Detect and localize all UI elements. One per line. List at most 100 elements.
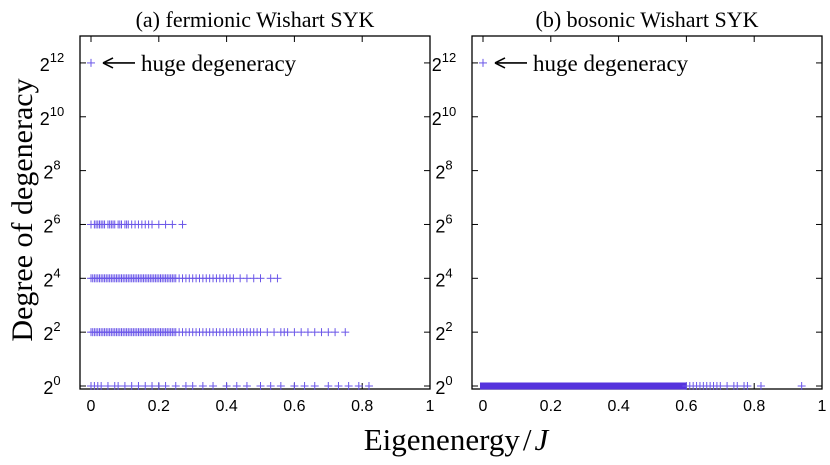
data-point bbox=[168, 220, 177, 229]
y-tick-label: 20 bbox=[43, 373, 60, 398]
annotation-arrowhead bbox=[494, 57, 506, 69]
data-point bbox=[273, 274, 282, 283]
x-tick-label: 0.8 bbox=[743, 398, 765, 415]
x-axis-label-slash: / bbox=[523, 422, 532, 457]
x-tick-label: 0 bbox=[479, 398, 488, 415]
data-point bbox=[317, 328, 326, 337]
data-point bbox=[283, 328, 292, 337]
y-tick-label: 212 bbox=[40, 50, 64, 75]
panel-title: (b) bosonic Wishart SYK bbox=[536, 7, 759, 32]
data-point bbox=[229, 274, 238, 283]
x-tick-label: 1 bbox=[818, 398, 827, 415]
data-point bbox=[154, 220, 163, 229]
y-tick-label: 212 bbox=[432, 50, 456, 75]
data-point bbox=[716, 382, 725, 390]
y-tick-label: 22 bbox=[43, 319, 60, 344]
data-point bbox=[334, 382, 343, 390]
y-tick-label: 210 bbox=[40, 104, 64, 129]
data-point bbox=[266, 382, 275, 390]
data-point bbox=[354, 382, 363, 390]
y-tick-label: 26 bbox=[435, 211, 452, 236]
y-tick-label: 24 bbox=[43, 265, 60, 290]
data-point bbox=[797, 382, 806, 390]
annotation-huge-degeneracy: huge degeneracy bbox=[494, 51, 689, 76]
data-point bbox=[723, 382, 732, 390]
data-point bbox=[733, 382, 742, 390]
data-point bbox=[161, 382, 170, 390]
x-tick-label: 0.4 bbox=[607, 398, 629, 415]
data-point bbox=[209, 382, 218, 390]
series-6 bbox=[87, 220, 187, 229]
data-point bbox=[324, 328, 333, 337]
annotation-huge-degeneracy: huge degeneracy bbox=[102, 51, 297, 76]
x-axis-label: Eigenenergy/J bbox=[364, 422, 550, 457]
data-point bbox=[222, 382, 231, 390]
data-point bbox=[276, 382, 285, 390]
data-point bbox=[341, 328, 350, 337]
data-point bbox=[290, 328, 299, 337]
data-point bbox=[479, 58, 487, 67]
data-point bbox=[103, 382, 112, 390]
data-point bbox=[256, 328, 265, 337]
series-4 bbox=[87, 274, 282, 283]
x-axis-label-var: J bbox=[534, 422, 549, 457]
data-point bbox=[120, 382, 129, 390]
series-2 bbox=[87, 328, 350, 337]
data-point bbox=[148, 382, 157, 390]
data-point bbox=[364, 382, 373, 390]
series-0 bbox=[682, 382, 806, 390]
data-point bbox=[290, 382, 299, 390]
data-point bbox=[297, 328, 306, 337]
data-point bbox=[154, 382, 163, 390]
annotation-text: huge degeneracy bbox=[533, 51, 689, 76]
x-tick-label: 0.8 bbox=[351, 398, 373, 415]
data-point bbox=[324, 382, 333, 390]
panel-bosonic: (b) bosonic Wishart SYK 0 0.2 0.4 0.6 0.8 1 20 2… bbox=[432, 7, 827, 415]
data-point bbox=[256, 274, 265, 283]
data-point bbox=[161, 220, 170, 229]
data-point bbox=[270, 328, 279, 337]
x-tick-label: 0 bbox=[87, 398, 96, 415]
data-point bbox=[178, 220, 187, 229]
data-point bbox=[256, 382, 265, 390]
data-point bbox=[232, 382, 241, 390]
y-tick-label: 210 bbox=[432, 104, 456, 129]
data-point bbox=[134, 382, 143, 390]
series-12 bbox=[87, 58, 95, 67]
y-tick-label: 28 bbox=[43, 158, 60, 183]
data-point bbox=[249, 274, 258, 283]
panel-fermionic: (a) fermionic Wishart SYK 0 0.2 0.4 0.6 0.8 1 2… bbox=[40, 7, 435, 415]
data-point bbox=[87, 58, 95, 67]
data-point bbox=[97, 382, 106, 390]
data-point bbox=[198, 382, 207, 390]
y-tick-label: 20 bbox=[435, 373, 452, 398]
data-point bbox=[266, 274, 275, 283]
annotation-arrowhead bbox=[102, 57, 114, 69]
data-point bbox=[331, 328, 340, 337]
data-point bbox=[141, 382, 150, 390]
y-tick-label: 28 bbox=[435, 158, 452, 183]
x-tick-label: 0.6 bbox=[675, 398, 697, 415]
data-point bbox=[263, 328, 272, 337]
annotation-text: huge degeneracy bbox=[141, 51, 297, 76]
x-axis-label-main: Eigenenergy bbox=[364, 422, 521, 457]
x-tick-label: 0.6 bbox=[283, 398, 305, 415]
data-point bbox=[242, 382, 251, 390]
y-axis-label: Degree of degeneracy bbox=[6, 78, 39, 341]
x-tick-label: 1 bbox=[426, 398, 435, 415]
data-point bbox=[756, 382, 765, 390]
y-tick-label: 26 bbox=[43, 211, 60, 236]
y-tick-label: 22 bbox=[435, 319, 452, 344]
data-point bbox=[310, 328, 319, 337]
x-tick-label: 0.2 bbox=[540, 398, 562, 415]
series-12 bbox=[479, 58, 487, 67]
data-point bbox=[300, 382, 309, 390]
series-0 bbox=[87, 382, 373, 390]
plot-frame bbox=[79, 35, 431, 390]
dense-marker-band bbox=[480, 382, 687, 390]
data-point bbox=[236, 274, 245, 283]
data-point bbox=[743, 382, 752, 390]
y-tick-label: 24 bbox=[435, 265, 452, 290]
data-point bbox=[127, 382, 136, 390]
